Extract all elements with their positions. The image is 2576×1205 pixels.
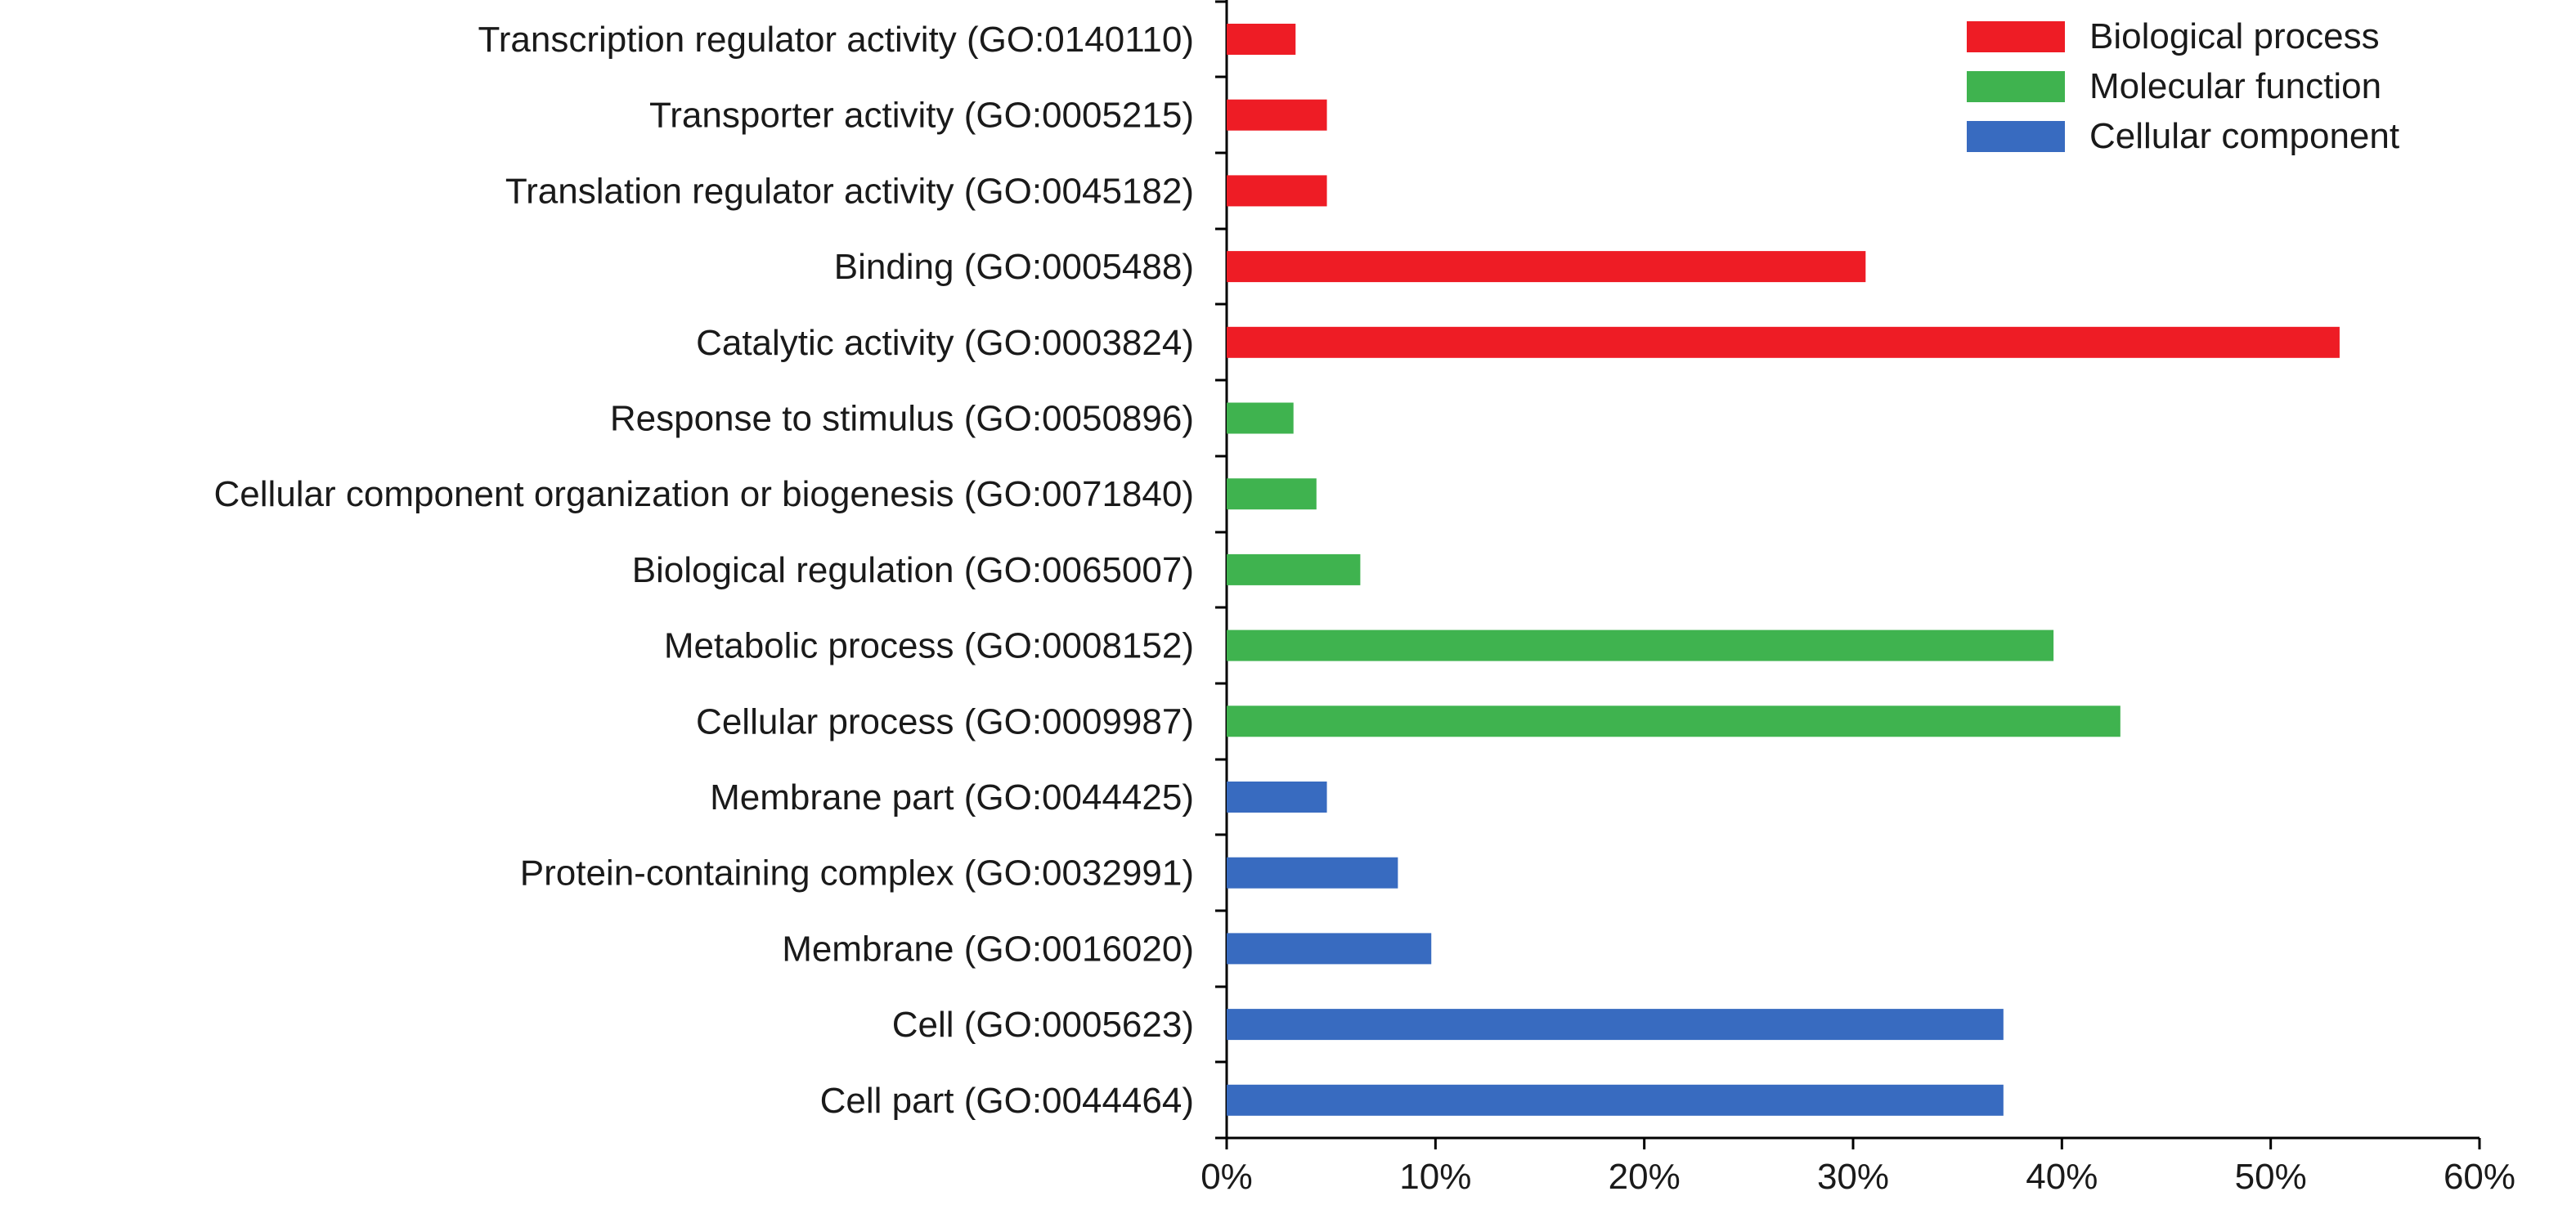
category-label: Membrane part (GO:0044425) — [710, 777, 1194, 818]
x-tick-label: 20% — [1609, 1157, 1681, 1197]
bar — [1227, 99, 1327, 131]
category-label: Cell part (GO:0044464) — [820, 1081, 1194, 1121]
category-label: Response to stimulus (GO:0050896) — [610, 399, 1194, 439]
category-label: Cell (GO:0005623) — [892, 1005, 1194, 1045]
bar — [1227, 478, 1317, 510]
x-tick-label: 10% — [1399, 1157, 1471, 1197]
category-label: Biological regulation (GO:0065007) — [632, 550, 1194, 590]
x-tick-label: 50% — [2235, 1157, 2307, 1197]
bar — [1227, 175, 1327, 207]
category-label: Catalytic activity (GO:0003824) — [696, 323, 1194, 363]
bar — [1227, 933, 1432, 965]
bar — [1227, 706, 2120, 737]
category-label: Cellular process (GO:0009987) — [696, 701, 1194, 741]
category-label: Transporter activity (GO:0005215) — [649, 96, 1194, 136]
bar — [1227, 782, 1327, 813]
legend-swatch — [1967, 71, 2065, 102]
legend-swatch — [1967, 21, 2065, 52]
bar — [1227, 24, 1296, 55]
category-label: Cellular component organization or bioge… — [214, 474, 1194, 514]
bar — [1227, 629, 2054, 661]
x-tick-label: 40% — [2026, 1157, 2098, 1197]
legend-label: Biological process — [2089, 16, 2380, 56]
category-label: Translation regulator activity (GO:00451… — [505, 171, 1194, 211]
legend-label: Cellular component — [2089, 116, 2399, 156]
category-label: Binding (GO:0005488) — [834, 247, 1194, 287]
bar — [1227, 857, 1398, 889]
category-label: Metabolic process (GO:0008152) — [664, 626, 1194, 666]
bar — [1227, 1084, 2004, 1116]
x-tick-label: 0% — [1200, 1157, 1253, 1197]
category-label: Transcription regulator activity (GO:014… — [478, 20, 1195, 60]
legend-label: Molecular function — [2089, 66, 2381, 106]
bar — [1227, 326, 2340, 358]
category-label: Membrane (GO:0016020) — [782, 929, 1194, 969]
bar — [1227, 553, 1361, 585]
category-label: Protein-containing complex (GO:0032991) — [520, 853, 1194, 894]
bar — [1227, 402, 1294, 434]
legend-swatch — [1967, 121, 2065, 152]
bar — [1227, 1009, 2004, 1041]
x-tick-label: 60% — [2444, 1157, 2515, 1197]
x-tick-label: 30% — [1817, 1157, 1889, 1197]
bar — [1227, 251, 1866, 283]
